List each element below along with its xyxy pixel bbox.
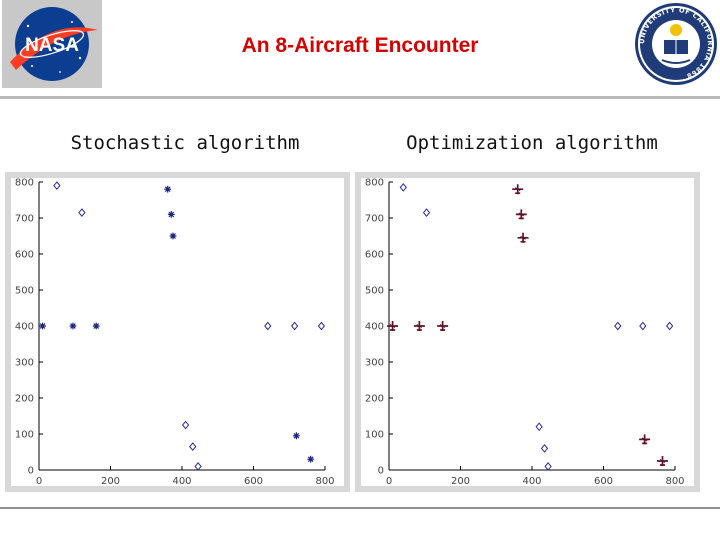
star-marker [69, 322, 77, 330]
y-tick-label: 200 [365, 394, 384, 405]
star-marker [39, 322, 46, 330]
x-tick-label: 200 [451, 476, 470, 487]
y-tick-label: 100 [15, 430, 34, 441]
y-tick-label: 400 [15, 322, 34, 333]
diamond-marker [665, 321, 674, 331]
x-tick-label: 0 [36, 476, 42, 487]
nasa-logo: NASA [2, 0, 102, 88]
x-tick-label: 800 [665, 476, 684, 487]
slide-title: An 8-Aircraft Encounter [241, 34, 479, 57]
aircraft-marker [413, 321, 425, 331]
x-tick-label: 400 [172, 476, 191, 487]
nasa-logo-text: NASA [25, 35, 79, 56]
star-marker [307, 455, 315, 463]
y-tick-label: 300 [15, 358, 34, 369]
star-marker [164, 185, 172, 193]
x-tick-label: 600 [594, 476, 613, 487]
diamond-marker [399, 183, 407, 192]
aircraft-marker [512, 184, 524, 195]
aircraft-marker [639, 434, 651, 445]
x-tick-label: 200 [101, 476, 120, 487]
optimization-chart: 0 100 200 300 400 500 600 700 800 0 200 400 600 800 [355, 172, 700, 492]
diamond-marker [78, 208, 86, 217]
diamond-marker [614, 321, 622, 331]
footer-divider [0, 507, 720, 509]
star-marker [292, 432, 300, 440]
y-tick-label: 600 [15, 250, 34, 261]
star-marker [167, 211, 175, 218]
stochastic-chart-title: Stochastic algorithm [70, 132, 300, 154]
diamond-marker [290, 321, 299, 331]
diamond-marker [535, 422, 543, 432]
aircraft-marker [387, 321, 399, 331]
diamond-marker [639, 321, 647, 331]
diamond-marker [422, 208, 431, 217]
optimization-chart-title: Optimization algorithm [406, 132, 658, 154]
aircraft-marker [517, 232, 529, 243]
diamond-marker [540, 444, 549, 453]
y-tick-label: 700 [15, 214, 34, 225]
header-divider [0, 96, 720, 99]
y-tick-label: 0 [28, 466, 34, 477]
x-tick-label: 0 [386, 476, 392, 487]
y-tick-label: 600 [365, 250, 384, 261]
y-tick-label: 400 [365, 322, 384, 333]
diamond-marker [264, 321, 272, 331]
x-tick-label: 600 [244, 476, 263, 487]
stochastic-chart: 0 100 200 300 400 500 600 700 800 0 200 400 600 800 [5, 172, 350, 492]
y-tick-label: 500 [365, 286, 384, 297]
uc-seal-logo: UNIVERSITY OF CALIFORNIA 1868 [635, 3, 717, 85]
y-tick-label: 800 [15, 178, 34, 189]
diamond-marker [544, 462, 552, 471]
star-marker [92, 322, 100, 330]
diamond-marker [53, 181, 61, 190]
aircraft-marker [437, 321, 449, 331]
y-tick-label: 300 [365, 358, 384, 369]
star-marker [169, 232, 177, 240]
x-tick-label: 400 [522, 476, 541, 487]
aircraft-marker [515, 209, 527, 220]
chart-frame [355, 172, 700, 492]
y-tick-label: 200 [15, 394, 34, 405]
y-tick-label: 800 [365, 178, 384, 189]
y-tick-label: 0 [378, 466, 384, 477]
diamond-marker [189, 442, 197, 451]
x-tick-label: 800 [315, 476, 334, 487]
chart-frame [5, 172, 350, 492]
y-tick-label: 700 [365, 214, 384, 225]
diamond-marker [194, 462, 202, 471]
y-tick-label: 100 [365, 430, 384, 441]
y-tick-label: 500 [15, 286, 34, 297]
diamond-marker [317, 321, 326, 331]
aircraft-marker [656, 456, 668, 466]
diamond-marker [181, 420, 190, 430]
